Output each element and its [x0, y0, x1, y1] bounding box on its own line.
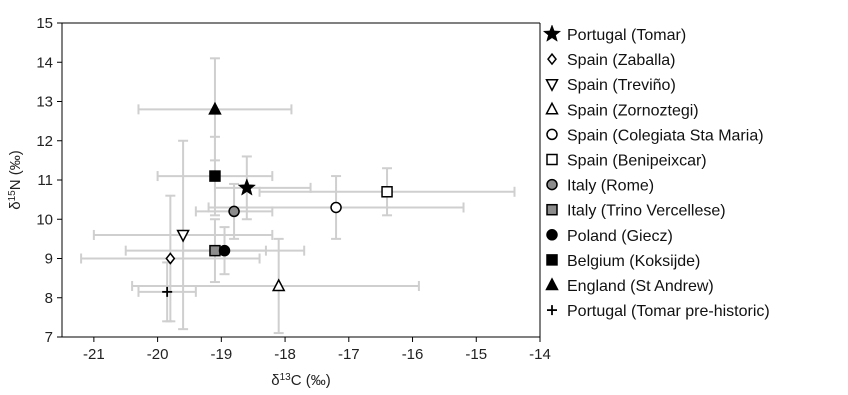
- y-tick-label: 7: [45, 329, 53, 346]
- legend-item: Spain (Benipeixcar): [546, 153, 707, 170]
- legend-item: Portugal (Tomar): [542, 24, 686, 44]
- y-tick-label: 8: [45, 290, 53, 307]
- legend-item: Portugal (Tomar pre-historic): [547, 303, 770, 320]
- data-point: [176, 229, 190, 243]
- legend-marker: [546, 203, 558, 216]
- legend-marker: [542, 24, 562, 42]
- x-tick-label: -14: [529, 346, 551, 363]
- data-point: [208, 101, 222, 115]
- data-point: [162, 286, 173, 297]
- data-points: [162, 101, 393, 297]
- legend-marker: [546, 153, 558, 166]
- legend-label: Portugal (Tomar): [567, 27, 686, 44]
- legend-marker: [545, 101, 559, 115]
- x-tick-label: -21: [83, 346, 105, 363]
- error-bar: [213, 155, 312, 221]
- data-point: [218, 244, 231, 257]
- legend-item: Spain (Colegiata Sta Maria): [546, 127, 764, 144]
- y-tick-label: 12: [36, 133, 53, 150]
- legend-label: Poland (Giecz): [567, 228, 673, 245]
- data-point: [330, 201, 342, 214]
- y-tick-label: 13: [36, 94, 53, 111]
- x-tick-label: -19: [210, 346, 232, 363]
- y-tick-label: 15: [36, 15, 53, 32]
- x-tick-label: -20: [147, 346, 169, 363]
- legend-item: Poland (Giecz): [546, 228, 673, 245]
- x-axis-title: δ13C (‰): [271, 372, 330, 390]
- legend-label: England (St Andrew): [567, 278, 714, 295]
- legend-marker: [546, 178, 558, 191]
- legend-marker: [547, 305, 557, 316]
- data-point: [237, 178, 257, 196]
- x-tick-label: -15: [465, 346, 487, 363]
- legend-label: Spain (Colegiata Sta Maria): [567, 127, 764, 144]
- x-tick-label: -16: [402, 346, 424, 363]
- legend-label: Spain (Zaballa): [567, 52, 676, 69]
- legend-item: Spain (Zaballa): [547, 52, 676, 69]
- legend-item: England (St Andrew): [545, 277, 714, 295]
- y-tick-label: 9: [45, 251, 53, 268]
- y-axis-title: δ15N (‰): [7, 150, 25, 209]
- legend: Portugal (Tomar) Spain (Zaballa) Spain (Tr…: [542, 24, 770, 320]
- legend-item: Italy (Trino Vercellese): [546, 203, 726, 220]
- y-tick-label: 11: [37, 172, 53, 189]
- legend-label: Italy (Trino Vercellese): [567, 203, 726, 220]
- y-tick-label: 10: [36, 211, 53, 228]
- legend-label: Portugal (Tomar pre-historic): [567, 303, 770, 320]
- y-tick-label: 14: [36, 54, 53, 71]
- legend-label: Belgium (Koksijde): [567, 253, 700, 270]
- legend-item: Spain (Treviño): [545, 77, 676, 94]
- legend-marker: [545, 78, 559, 92]
- data-point: [271, 278, 286, 292]
- error-bars: [80, 57, 516, 335]
- legend-item: Italy (Rome): [546, 178, 654, 195]
- legend-marker: [546, 254, 558, 266]
- data-point: [381, 186, 393, 198]
- x-tick-label: -17: [338, 346, 360, 363]
- legend-marker: [546, 229, 558, 241]
- legend-label: Italy (Rome): [567, 178, 654, 195]
- axes: [61, 22, 541, 338]
- data-point: [165, 252, 176, 265]
- data-point: [209, 170, 221, 182]
- legend-marker: [545, 277, 559, 291]
- legend-label: Spain (Treviño): [567, 77, 676, 94]
- data-point: [209, 244, 221, 257]
- legend-item: Belgium (Koksijde): [546, 253, 700, 270]
- x-tick-label: -18: [274, 346, 296, 363]
- legend-marker: [547, 52, 557, 66]
- legend-item: Spain (Zornoztegi): [545, 101, 699, 119]
- legend-marker: [546, 128, 558, 141]
- legend-label: Spain (Benipeixcar): [567, 153, 707, 170]
- legend-label: Spain (Zornoztegi): [567, 102, 699, 119]
- ticks: -21 -20 -19 -18 -17 -16 -15 -14 7 8 9 10 11 12 13 14 15: [36, 15, 551, 363]
- data-point: [228, 205, 240, 218]
